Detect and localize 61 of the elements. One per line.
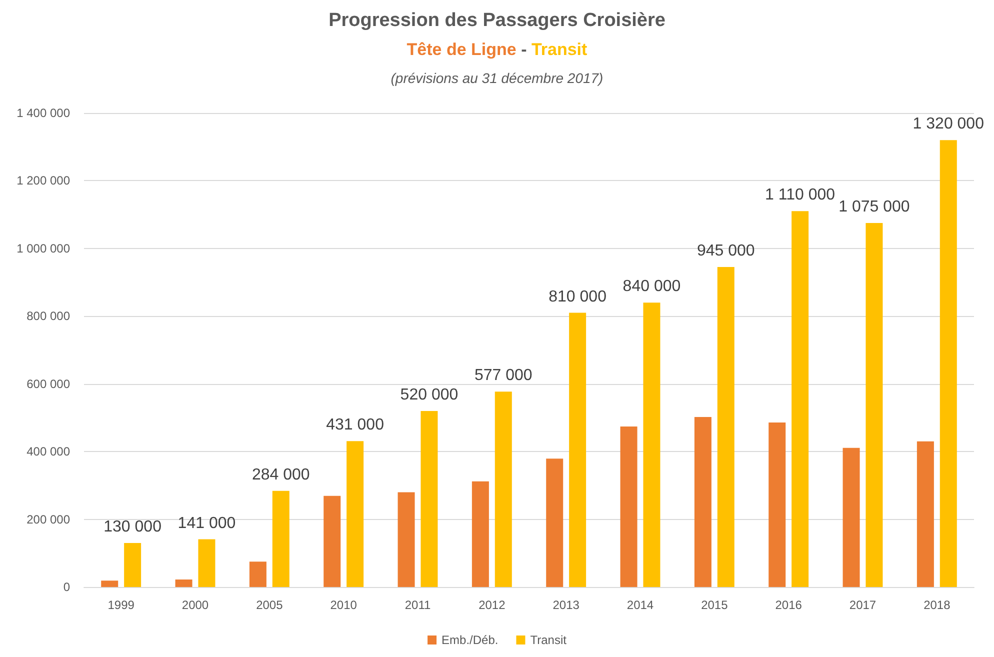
x-tick-label: 2011 <box>404 598 431 612</box>
legend-label: Emb./Déb. <box>442 633 498 647</box>
x-tick-label: 1999 <box>108 598 135 612</box>
x-tick-label: 2018 <box>924 598 951 612</box>
bar <box>249 562 266 587</box>
data-label: 1 075 000 <box>838 198 910 216</box>
data-label: 945 000 <box>696 242 755 260</box>
bar <box>569 312 586 587</box>
bar <box>272 490 290 587</box>
bar <box>420 410 438 587</box>
bar <box>472 481 489 587</box>
y-tick-label: 200 000 <box>26 512 70 526</box>
bar <box>866 223 883 587</box>
bar <box>124 542 142 587</box>
chart-subtitle: Tête de Ligne - Transit <box>406 40 588 59</box>
bar <box>717 267 734 587</box>
bar <box>346 441 364 587</box>
x-tick-label: 2012 <box>478 598 506 612</box>
y-tick-label: 1 200 000 <box>16 174 70 188</box>
y-tick-label: 800 000 <box>26 309 70 324</box>
data-label: 810 000 <box>548 288 607 306</box>
bar <box>842 448 860 587</box>
y-tick-label: 600 000 <box>26 376 70 391</box>
bar <box>398 492 415 587</box>
y-tick-label: 1 000 000 <box>16 241 70 256</box>
data-label: 840 000 <box>622 278 681 296</box>
bar <box>916 441 934 587</box>
bar <box>546 458 564 587</box>
x-tick-label: 2000 <box>182 598 209 612</box>
data-label: 1 320 000 <box>912 116 984 133</box>
bar <box>101 580 118 587</box>
data-label: 1 110 000 <box>765 186 836 204</box>
y-tick-label: 1 400 000 <box>16 106 70 120</box>
bar <box>494 392 512 587</box>
data-label: 520 000 <box>400 386 458 404</box>
data-label: 141 000 <box>178 514 236 532</box>
bar <box>175 580 192 587</box>
x-tick-label: 2015 <box>701 598 728 612</box>
y-tick-label: 400 000 <box>26 444 70 459</box>
bar <box>768 422 786 587</box>
x-tick-label: 2016 <box>775 598 802 612</box>
text: (prévisions au 31 décembre 2017) <box>390 70 604 86</box>
bar <box>620 426 638 587</box>
legend-label: Transit <box>530 633 568 647</box>
data-label: 284 000 <box>252 466 310 484</box>
x-tick-label: 2014 <box>626 598 654 612</box>
bar <box>198 539 216 587</box>
bar <box>940 140 957 587</box>
data-label: 577 000 <box>474 367 532 384</box>
y-tick-label: 0 <box>63 580 70 594</box>
data-label: 130 000 <box>104 518 162 536</box>
x-tick-label: 2017 <box>849 598 876 612</box>
bar <box>643 302 660 587</box>
bar <box>792 211 809 587</box>
chart-title: Progression des Passagers Croisière <box>328 10 666 31</box>
x-tick-label: 2013 <box>552 598 580 612</box>
x-tick-label: 2005 <box>256 598 284 612</box>
bar <box>694 417 712 587</box>
bar <box>324 496 341 587</box>
data-label: 431 000 <box>326 416 384 434</box>
x-tick-label: 2010 <box>330 598 358 612</box>
